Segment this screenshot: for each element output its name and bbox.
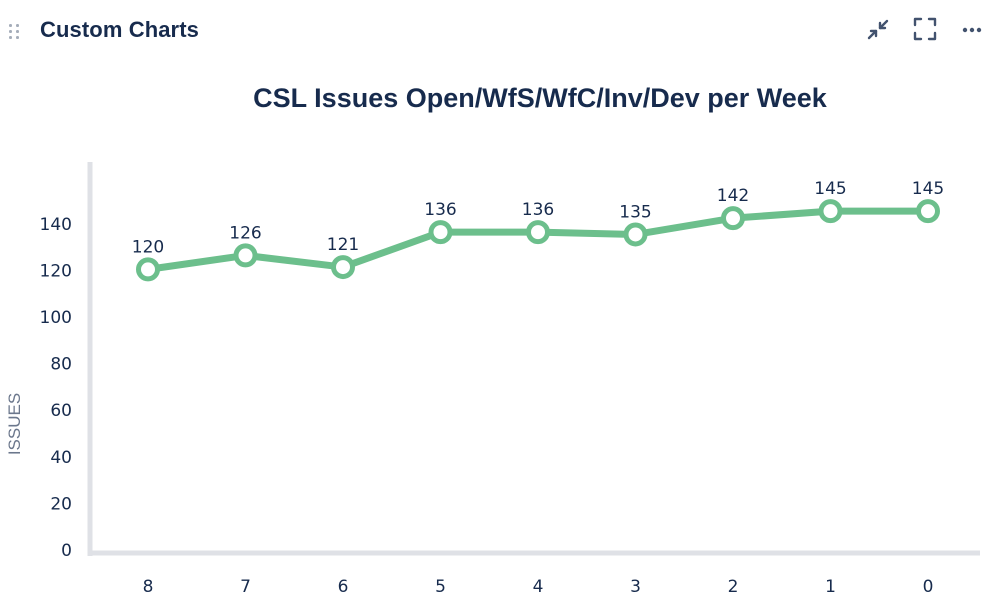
chart-container: CSL Issues Open/WfS/WfC/Inv/Dev per Week…: [0, 62, 999, 613]
y-tick-label: 0: [61, 541, 72, 561]
y-tick-label: 80: [50, 355, 72, 375]
series-group: [136, 199, 940, 282]
card-header: Custom Charts: [0, 0, 999, 62]
data-labels: 120 126 121 136 136 135 142 145 145: [132, 179, 944, 257]
data-point: [233, 243, 258, 268]
data-label: 126: [229, 223, 261, 243]
x-tick-labels: 8 7 6 5 4 3 2 1 0: [143, 577, 934, 597]
x-tick-label: 7: [240, 577, 251, 597]
data-label: 145: [912, 179, 944, 199]
data-point: [331, 255, 355, 280]
data-label: 135: [619, 202, 651, 222]
chart-title: CSL Issues Open/WfS/WfC/Inv/Dev per Week: [253, 83, 828, 113]
data-label: 142: [717, 186, 749, 206]
x-tick-label: 2: [728, 577, 739, 597]
data-point: [721, 206, 745, 231]
drag-handle-icon[interactable]: [9, 24, 21, 40]
line-chart: CSL Issues Open/WfS/WfC/Inv/Dev per Week…: [5, 83, 980, 597]
x-tick-label: 3: [630, 577, 641, 597]
y-tick-label: 60: [50, 401, 72, 421]
data-label: 136: [424, 200, 456, 220]
y-tick-labels: 0 20 40 60 80 100 120 140: [40, 215, 72, 561]
y-tick-label: 120: [40, 261, 72, 281]
data-label: 145: [814, 179, 846, 199]
more-button[interactable]: [957, 14, 987, 44]
x-tick-label: 6: [338, 577, 349, 597]
y-tick-label: 40: [50, 448, 72, 468]
x-tick-label: 4: [533, 577, 544, 597]
minimize-button[interactable]: [863, 14, 893, 44]
data-point: [916, 199, 940, 224]
data-label: 121: [327, 235, 359, 255]
y-tick-label: 20: [50, 494, 72, 514]
x-tick-label: 5: [435, 577, 446, 597]
fullscreen-icon: [913, 17, 937, 41]
minimize-icon: [867, 19, 889, 40]
y-tick-label: 140: [40, 215, 72, 235]
x-tick-label: 0: [923, 577, 934, 597]
data-label: 136: [522, 200, 554, 220]
data-point: [136, 257, 160, 282]
y-tick-label: 100: [40, 308, 72, 328]
data-point: [526, 220, 550, 245]
data-point: [623, 222, 648, 247]
more-icon: [962, 27, 982, 33]
y-axis-label: ISSUES: [5, 393, 24, 455]
data-point: [428, 220, 453, 245]
x-tick-label: 8: [143, 577, 154, 597]
axes: [87, 162, 980, 556]
fullscreen-button[interactable]: [910, 14, 940, 44]
data-label: 120: [132, 237, 164, 257]
x-tick-label: 1: [825, 577, 836, 597]
data-point: [818, 199, 843, 224]
card-title: Custom Charts: [40, 17, 199, 42]
